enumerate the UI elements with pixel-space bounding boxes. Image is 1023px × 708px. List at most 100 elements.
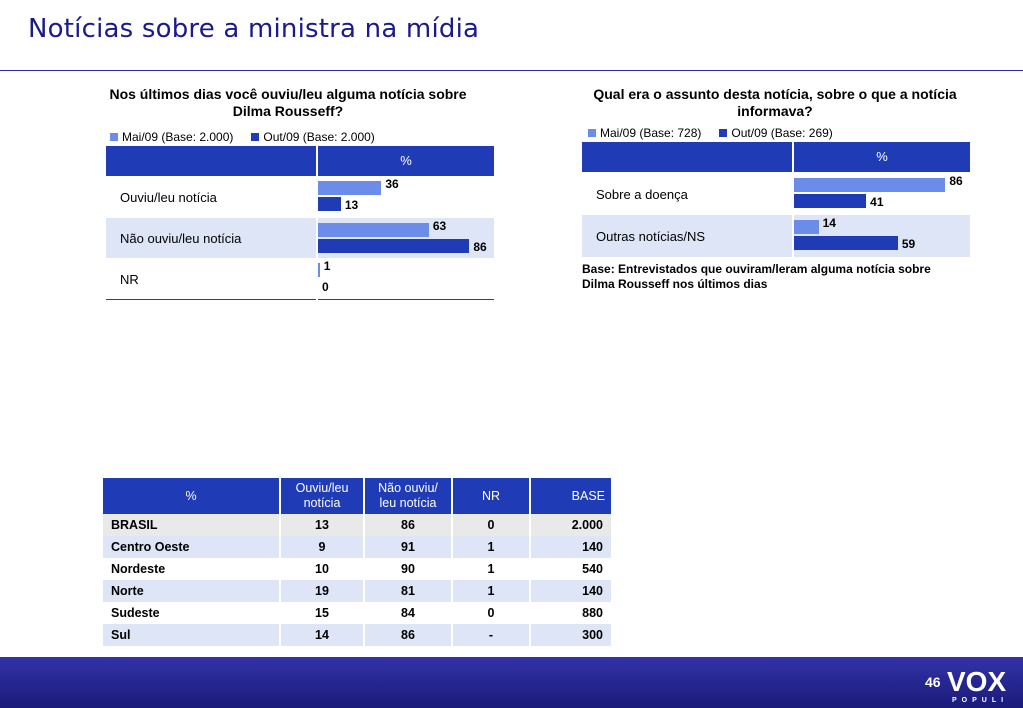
legend-label: Out/09 (Base: 269) — [731, 126, 833, 140]
logo-sub: POPULI — [952, 697, 1008, 704]
chart1-legend: Mai/09 (Base: 2.000) Out/09 (Base: 2.000… — [110, 130, 375, 144]
chart1-data-label: 0 — [322, 280, 329, 294]
chart2-bar — [794, 236, 898, 250]
region-value-cell: 13 — [281, 514, 363, 536]
chart2-legend-item-mai: Mai/09 (Base: 728) — [588, 126, 701, 140]
chart1-bar — [318, 197, 341, 211]
chart1-row: NR — [106, 258, 494, 300]
chart1-bar — [318, 263, 320, 277]
chart2-base-note: Base: Entrevistados que ouviram/leram al… — [582, 262, 931, 291]
chart1-row: Não ouviu/leu notícia — [106, 218, 494, 258]
region-table-row: Sudeste 15 84 0 880 — [103, 602, 611, 624]
region-value-cell: 540 — [531, 558, 611, 580]
region-value-cell: - — [453, 624, 529, 646]
chart1-row: Ouviu/leu notícia — [106, 176, 494, 218]
region-name-cell: Norte — [103, 580, 279, 602]
chart1-bottom-rule — [318, 299, 494, 300]
region-value-cell: 15 — [281, 602, 363, 624]
region-header-percent: % — [103, 478, 279, 514]
region-value-cell: 1 — [453, 580, 529, 602]
chart2-column-separator — [792, 142, 794, 258]
chart1-bar — [318, 181, 382, 195]
region-value-cell: 86 — [365, 624, 451, 646]
logo-word: VOX — [947, 666, 1006, 697]
chart2-table: % Sobre a doença Outras notícias/NS 86 41… — [582, 142, 970, 258]
legend-label: Mai/09 (Base: 728) — [600, 126, 702, 140]
region-table: % Ouviu/leu notícia Não ouviu/ leu notíc… — [101, 478, 613, 646]
region-value-cell: 0 — [453, 514, 529, 536]
chart1-bar — [318, 223, 429, 237]
legend-swatch — [588, 129, 596, 137]
chart1-header: % — [106, 146, 494, 176]
chart2-data-label: 59 — [901, 237, 916, 251]
legend-label: Out/09 (Base: 2.000) — [263, 130, 375, 144]
chart2-bar — [794, 178, 946, 192]
region-value-cell: 300 — [531, 624, 611, 646]
region-name-cell: Sudeste — [103, 602, 279, 624]
chart1-legend-item-mai: Mai/09 (Base: 2.000) — [110, 130, 233, 144]
chart2-data-label: 86 — [949, 174, 963, 188]
vox-populi-logo: VOX POPULI — [947, 666, 1008, 704]
region-value-cell: 0 — [453, 602, 529, 624]
chart1-row-label: NR — [120, 272, 139, 287]
chart2-legend: Mai/09 (Base: 728) Out/09 (Base: 269) — [588, 126, 833, 140]
chart1-column-separator — [316, 146, 318, 300]
chart1-bar — [318, 239, 470, 253]
region-name-cell: Sul — [103, 624, 279, 646]
title-divider — [0, 70, 1023, 71]
chart1-column-header: % — [400, 153, 412, 168]
chart2-bar — [794, 194, 867, 208]
chart2-data-label: 14 — [822, 216, 836, 230]
region-table-row: Sul 14 86-300 — [103, 624, 611, 646]
chart1-data-label: 1 — [323, 259, 331, 273]
chart1-row-label: Ouviu/leu notícia — [120, 190, 217, 205]
chart2-row-label: Outras notícias/NS — [596, 229, 706, 244]
legend-swatch — [110, 133, 118, 141]
region-value-cell: 14 — [281, 624, 363, 646]
region-table-row: BRASIL 13 86 0 2.000 — [103, 514, 611, 536]
chart1-data-label: 36 — [385, 177, 399, 191]
chart1-data-label: 86 — [473, 240, 487, 254]
chart2-legend-item-out: Out/09 (Base: 269) — [719, 126, 833, 140]
chart1-legend-item-out: Out/09 (Base: 2.000) — [251, 130, 375, 144]
region-value-cell: 880 — [531, 602, 611, 624]
chart1-data-label: 13 — [344, 198, 359, 212]
region-value-cell: 19 — [281, 580, 363, 602]
region-header-nao-ouviu: Não ouviu/ leu notícia — [365, 478, 451, 514]
region-table-row: Norte 19 81 1 140 — [103, 580, 611, 602]
chart2-title: Qual era o assunto desta notícia, sobre … — [593, 86, 957, 119]
chart1-table: % Ouviu/leu notícia Não ouviu/leu notíci… — [106, 146, 494, 301]
chart2-row: Outras notícias/NS — [582, 215, 970, 257]
region-name-cell: Nordeste — [103, 558, 279, 580]
legend-swatch — [251, 133, 260, 141]
region-table-body: BRASIL 13 86 0 2.000 Centro Oeste 9 91 1 140 Norde… — [103, 514, 611, 646]
region-name-cell: Centro Oeste — [103, 536, 279, 558]
region-value-cell: 10 — [281, 558, 363, 580]
region-name-cell: BRASIL — [103, 514, 279, 536]
legend-label: Mai/09 (Base: 2.000) — [122, 130, 234, 144]
region-table-row: Nordeste 10 90 1 540 — [103, 558, 611, 580]
region-table-header-row: % Ouviu/leu notícia Não ouviu/ leu notíc… — [103, 478, 611, 514]
chart2-header: % — [582, 142, 970, 172]
chart2-data-label: 41 — [870, 195, 884, 209]
page-title: Notícias sobre a ministra na mídia — [28, 14, 480, 44]
region-value-cell: 140 — [531, 536, 611, 558]
chart2-bar — [794, 220, 819, 234]
region-table-row: Centro Oeste 9 91 1 140 — [103, 536, 611, 558]
region-value-cell: 1 — [453, 558, 529, 580]
legend-swatch — [719, 129, 728, 137]
region-value-cell: 81 — [365, 580, 451, 602]
chart2-row-label: Sobre a doença — [596, 187, 688, 202]
region-value-cell: 86 — [365, 514, 451, 536]
chart1-data-label: 63 — [432, 219, 447, 233]
region-value-cell: 90 — [365, 558, 451, 580]
footer-band — [0, 657, 1023, 708]
chart1-row-label: Não ouviu/leu notícia — [120, 231, 242, 246]
chart1-bottom-rule — [106, 299, 316, 300]
chart2-column-header: % — [876, 149, 888, 164]
region-header-ouviu: Ouviu/leu notícia — [281, 478, 363, 514]
region-value-cell: 1 — [453, 536, 529, 558]
region-value-cell: 91 — [365, 536, 451, 558]
region-value-cell: 2.000 — [531, 514, 611, 536]
region-header-nr: NR — [453, 478, 529, 514]
